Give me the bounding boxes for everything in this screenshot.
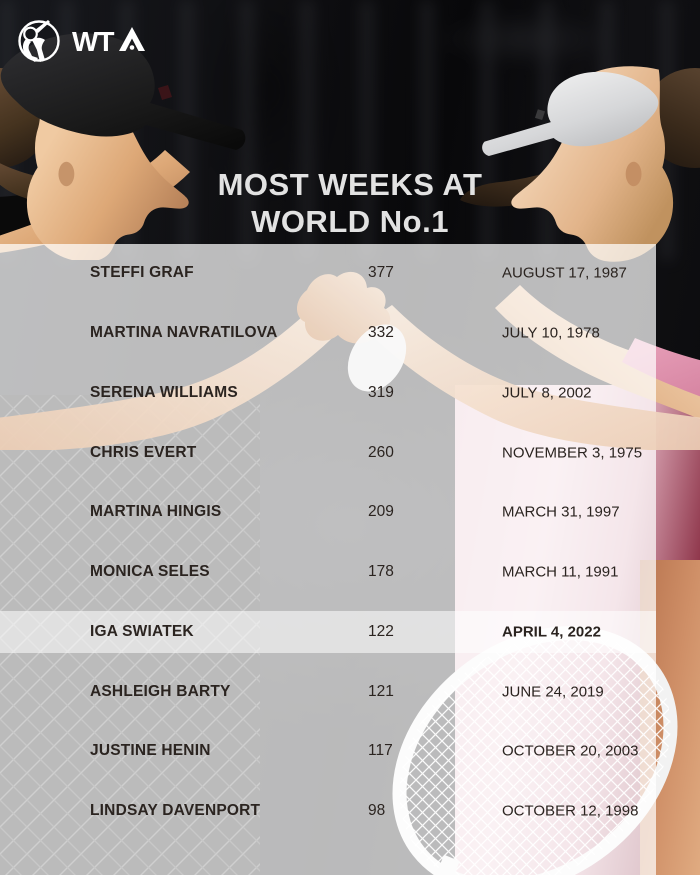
svg-text:WT: WT (72, 26, 114, 57)
